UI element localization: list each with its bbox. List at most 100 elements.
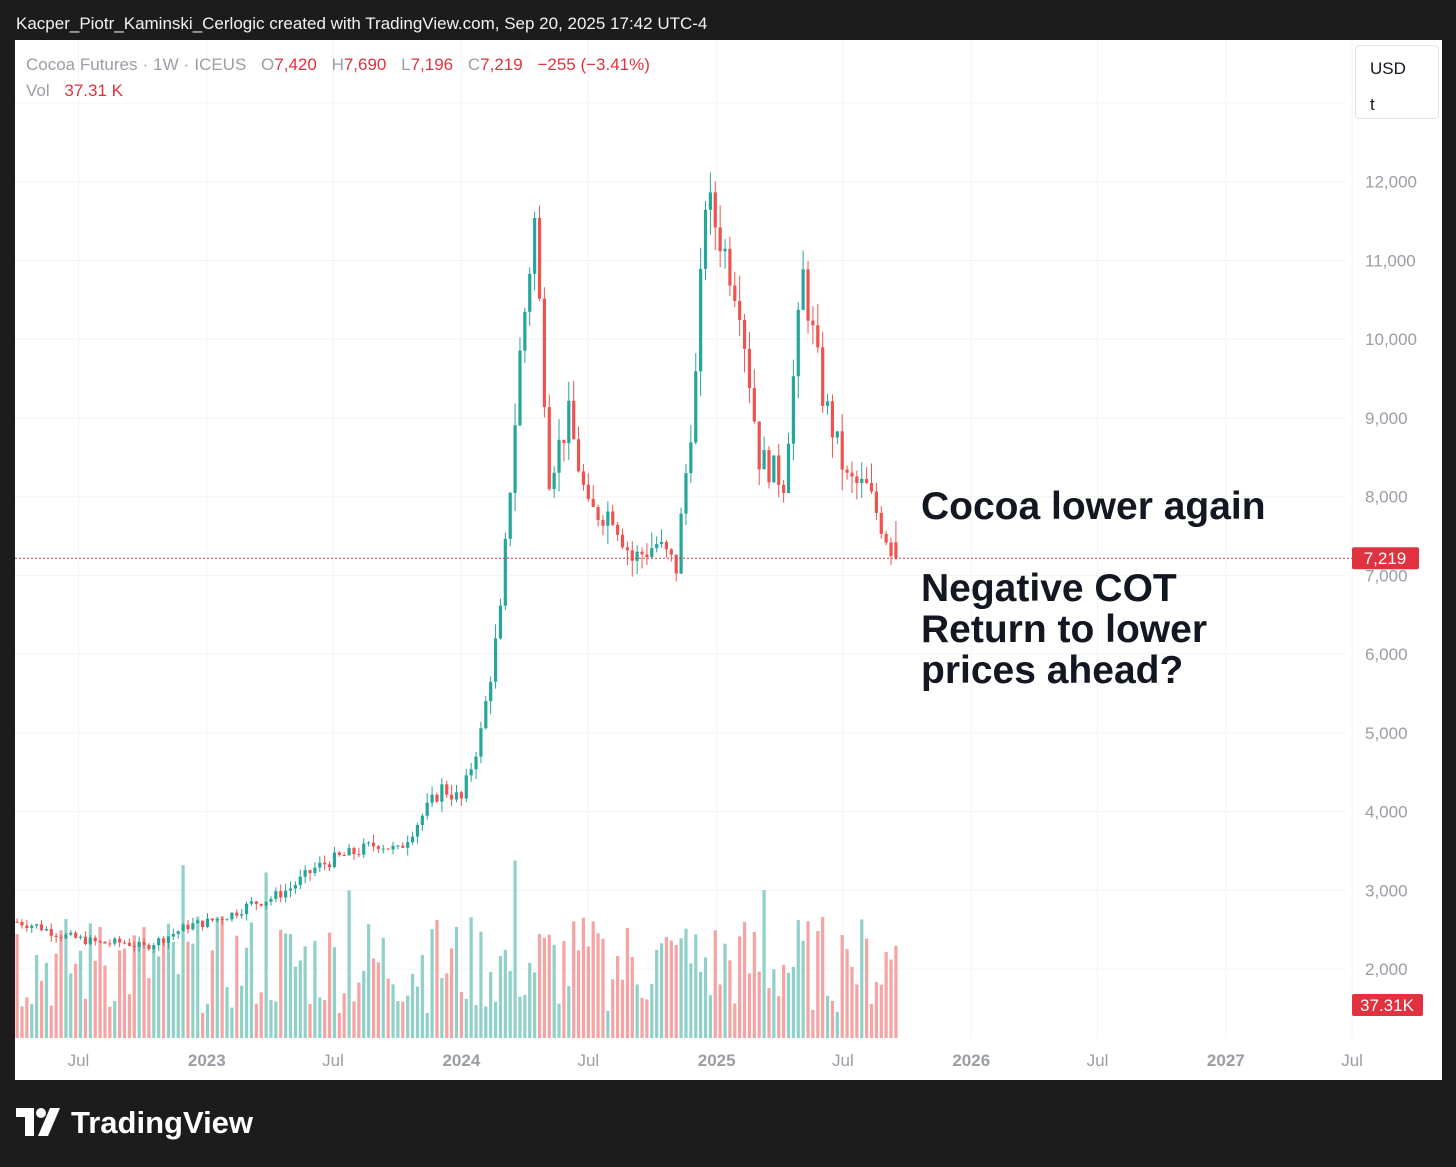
candle-body [137, 941, 141, 947]
candle-body [557, 439, 561, 473]
candle-body [542, 298, 546, 408]
candle-body [835, 431, 839, 438]
volume-bar [684, 928, 688, 1038]
candle-body [88, 937, 92, 945]
candle-body [308, 870, 312, 874]
candle-body [288, 888, 293, 891]
volume-bar [157, 956, 161, 1038]
volume-bar [78, 950, 83, 1038]
last-price-badge-label: 7,219 [1364, 549, 1407, 568]
candle-body [147, 944, 151, 950]
volume-bar [83, 998, 88, 1038]
candle-body [225, 919, 229, 921]
volume-bar [98, 927, 102, 1038]
candle-body [303, 870, 307, 877]
price-tick-label: 10,000 [1365, 330, 1417, 349]
volume-bar [620, 979, 625, 1038]
candle-body [249, 901, 254, 904]
candle-body [625, 547, 629, 551]
top-bar: Kacper_Piotr_Kaminski_Cerlogic created w… [0, 0, 1456, 40]
candle-body [98, 941, 102, 943]
currency-label[interactable]: USD [1370, 59, 1406, 78]
price-tick-label: 7,000 [1365, 566, 1408, 585]
volume-bar [459, 991, 463, 1038]
unit-label[interactable]: t [1370, 95, 1375, 114]
volume-bar [723, 943, 727, 1038]
candle-body [591, 498, 595, 507]
candle-body [874, 491, 878, 513]
candle-body [279, 891, 283, 898]
candle-body [244, 903, 249, 915]
annotation-line-1: Cocoa lower again [921, 485, 1266, 528]
volume-bar [884, 952, 888, 1038]
interval-label[interactable]: 1W [153, 55, 179, 74]
candle-body [757, 421, 761, 470]
candle-body [122, 942, 127, 944]
volume-bar [791, 966, 795, 1038]
volume-bar [147, 978, 151, 1038]
candle-body [30, 925, 34, 929]
open-label: O [261, 55, 275, 74]
attribution-text: Kacper_Piotr_Kaminski_Cerlogic created w… [16, 14, 708, 33]
volume-bar [518, 996, 522, 1038]
volume-bar [557, 1003, 561, 1038]
volume-bar [806, 921, 810, 1038]
volume-bar [88, 923, 92, 1038]
time-tick-label: Jul [1087, 1051, 1109, 1070]
volume-bar [381, 937, 385, 1038]
price-tick-label: 3,000 [1365, 881, 1408, 900]
candle-body [796, 309, 800, 377]
volume-bar [645, 999, 649, 1038]
candle-body [855, 476, 859, 483]
candle-body [20, 921, 24, 926]
candle-body [240, 914, 244, 916]
candle-body [25, 925, 29, 929]
candle-body [259, 903, 263, 906]
candle-body [391, 845, 395, 850]
volume-bar [850, 966, 854, 1038]
volume-bar [630, 957, 634, 1038]
volume-bar [269, 1000, 273, 1038]
volume-bar [894, 945, 898, 1038]
volume-bar [323, 1000, 327, 1038]
price-tick-label: 4,000 [1365, 803, 1408, 822]
volume-bar [39, 980, 44, 1038]
high-label: H [331, 55, 344, 74]
candle-body [655, 544, 659, 549]
volume-bar [362, 970, 366, 1038]
candle-body [747, 348, 752, 389]
volume-bar [650, 983, 654, 1038]
candle-body [723, 248, 727, 252]
candle-body [767, 450, 771, 483]
currency-unit-selector[interactable]: USD t [1355, 45, 1439, 119]
chart-panel[interactable]: 2,000 3,000 4,000 5,000 6,000 7,000 8,000 9,000… [15, 40, 1442, 1080]
candle-body [498, 605, 503, 639]
candle-body [235, 912, 239, 916]
volume-bar [298, 960, 302, 1038]
price-axis[interactable]: 2,000 3,000 4,000 5,000 6,000 7,000 8,000 9,000… [1365, 94, 1417, 979]
time-axis[interactable]: Jul 2023 Jul 2024 Jul 2025 Jul 2026 Jul 2027 Jul [68, 1051, 1363, 1070]
candle-body [459, 792, 463, 799]
volume-bar [728, 960, 732, 1038]
candle-body [435, 794, 439, 802]
candle-body [284, 890, 288, 898]
volume-bar [860, 919, 864, 1038]
volume-bar [279, 929, 283, 1038]
candle-body [293, 885, 297, 889]
candle-body [635, 551, 639, 561]
symbol-name[interactable]: Cocoa Futures [26, 55, 138, 74]
volume-bar [528, 962, 532, 1038]
volume-bar [601, 938, 605, 1038]
volume-bar [498, 956, 503, 1038]
time-tick-label: Jul [832, 1051, 854, 1070]
volume-bar [713, 930, 717, 1038]
volume-bar [118, 950, 122, 1038]
volume-bar [767, 988, 771, 1038]
volume-bar [137, 942, 141, 1038]
price-chart[interactable]: 2,000 3,000 4,000 5,000 6,000 7,000 8,000 9,000… [15, 40, 1442, 1080]
volume-bar [254, 1003, 258, 1038]
candle-body [196, 920, 200, 924]
candle-body [74, 932, 78, 938]
candle-body [620, 534, 625, 548]
candle-body [108, 943, 112, 945]
